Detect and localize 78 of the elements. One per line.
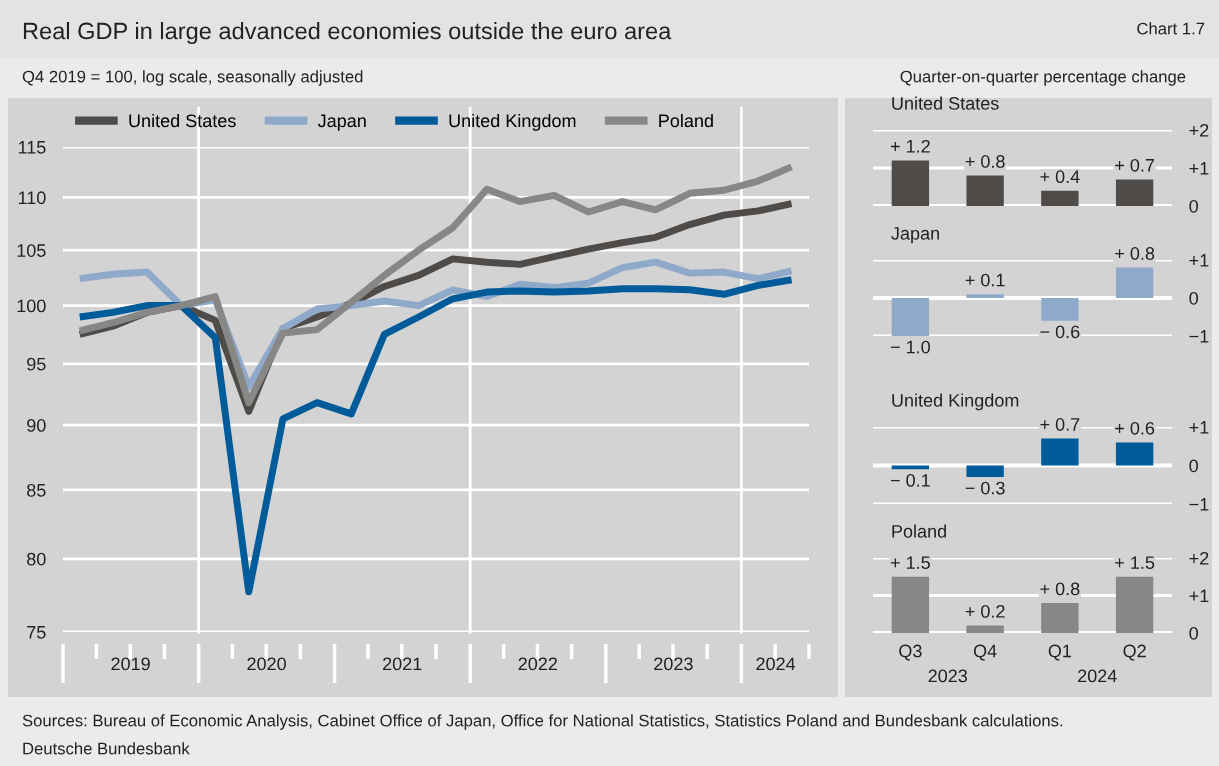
bar [1115,179,1154,206]
chart-subtitle: Quarter-on-quarter percentage change [900,70,1186,86]
x-tick-label: Q2 [1123,644,1146,661]
source-note: Sources: Bureau of Economic Analysis, Cabinet Office of Japan, Office for National Statistics, Statistics Poland and Bundesbank calculations. [22,714,1063,730]
data-label: + 0.6 [1115,421,1155,435]
bar [966,294,1004,298]
x-tick-label: 2024 [756,657,796,671]
x-tick-label: Q4 [973,644,997,661]
x-tick-label: 2019 [111,657,150,671]
caption: Chart 1.7 [1137,22,1205,35]
y-tick-label: +2 [1189,123,1209,137]
bar [966,465,1004,478]
legend-label: United Kingdom [449,113,576,131]
x-tick-label: Q3 [899,644,922,661]
chart-subtitle: Q4 2019 = 100, log scale, seasonally adjusted [22,70,363,86]
x-tick-label: 2023 [654,657,693,671]
chart-title: United Kingdom [892,393,1019,411]
bar [1041,438,1079,466]
y-tick-label: 95 [27,357,46,371]
chart-title: United States [892,96,999,110]
legend-label: Japan [317,114,366,131]
y-tick-label: −1 [1189,330,1209,343]
data-label: + 1.2 [890,139,930,153]
x-tick-label: 2021 [383,657,422,671]
text: 2023 [928,669,968,683]
y-tick-label: 85 [27,483,46,497]
y-tick-label: 80 [27,552,46,566]
bar [1115,267,1154,298]
y-tick-label: 115 [18,141,46,154]
bar [1041,190,1079,206]
legend-label: United States [129,113,236,128]
y-tick-label: +1 [1189,254,1209,267]
y-tick-label: 110 [18,191,46,205]
y-tick-label: 75 [27,626,46,639]
data-label: + 0.8 [1115,247,1155,260]
text: 2024 [1078,669,1117,683]
chart-title: Real GDP in large advanced economies outside the euro area [23,22,672,44]
data-label: + 0.4 [1040,170,1080,184]
data-label: − 0.3 [965,481,1005,495]
bar [1115,442,1154,466]
y-tick-label: +2 [1189,551,1209,565]
chart-title: Japan [891,227,939,244]
data-label: + 1.5 [1115,556,1155,570]
bar [891,576,930,633]
data-label: + 0.7 [1115,158,1155,172]
y-tick-label: 90 [27,419,46,432]
legend-label: Poland [659,113,713,128]
data-label: + 0.8 [965,155,1005,168]
chart-title: Poland [892,524,946,538]
data-label: − 0.1 [890,473,930,487]
bar [1041,603,1079,633]
data-label: − 1.0 [890,340,930,354]
bar [1041,298,1079,321]
data-label: + 0.1 [965,273,1005,287]
y-tick-label: 0 [1189,626,1198,640]
y-tick-label: −1 [1189,498,1209,511]
text: Deutsche Bundesbank [23,742,190,755]
x-tick-label: 2022 [518,657,557,671]
bar [891,160,930,206]
data-label: + 0.7 [1040,418,1080,431]
y-tick-label: 100 [17,299,46,313]
y-tick-label: 105 [17,244,46,257]
bar [891,298,930,336]
x-tick-label: Q1 [1048,644,1072,661]
y-tick-label: 0 [1189,199,1198,213]
y-tick-label: +1 [1189,421,1209,434]
data-label: + 1.5 [890,556,930,570]
bar [966,625,1004,633]
y-tick-label: +1 [1189,589,1209,603]
y-tick-label: +1 [1189,162,1209,175]
y-tick-label: 0 [1189,291,1198,305]
bar [1115,576,1154,633]
data-label: − 0.6 [1040,325,1080,339]
y-tick-label: 0 [1189,459,1198,473]
data-label: + 0.8 [1040,582,1080,596]
data-label: + 0.2 [965,604,1005,618]
bar [966,175,1004,206]
x-tick-label: 2020 [247,657,286,671]
